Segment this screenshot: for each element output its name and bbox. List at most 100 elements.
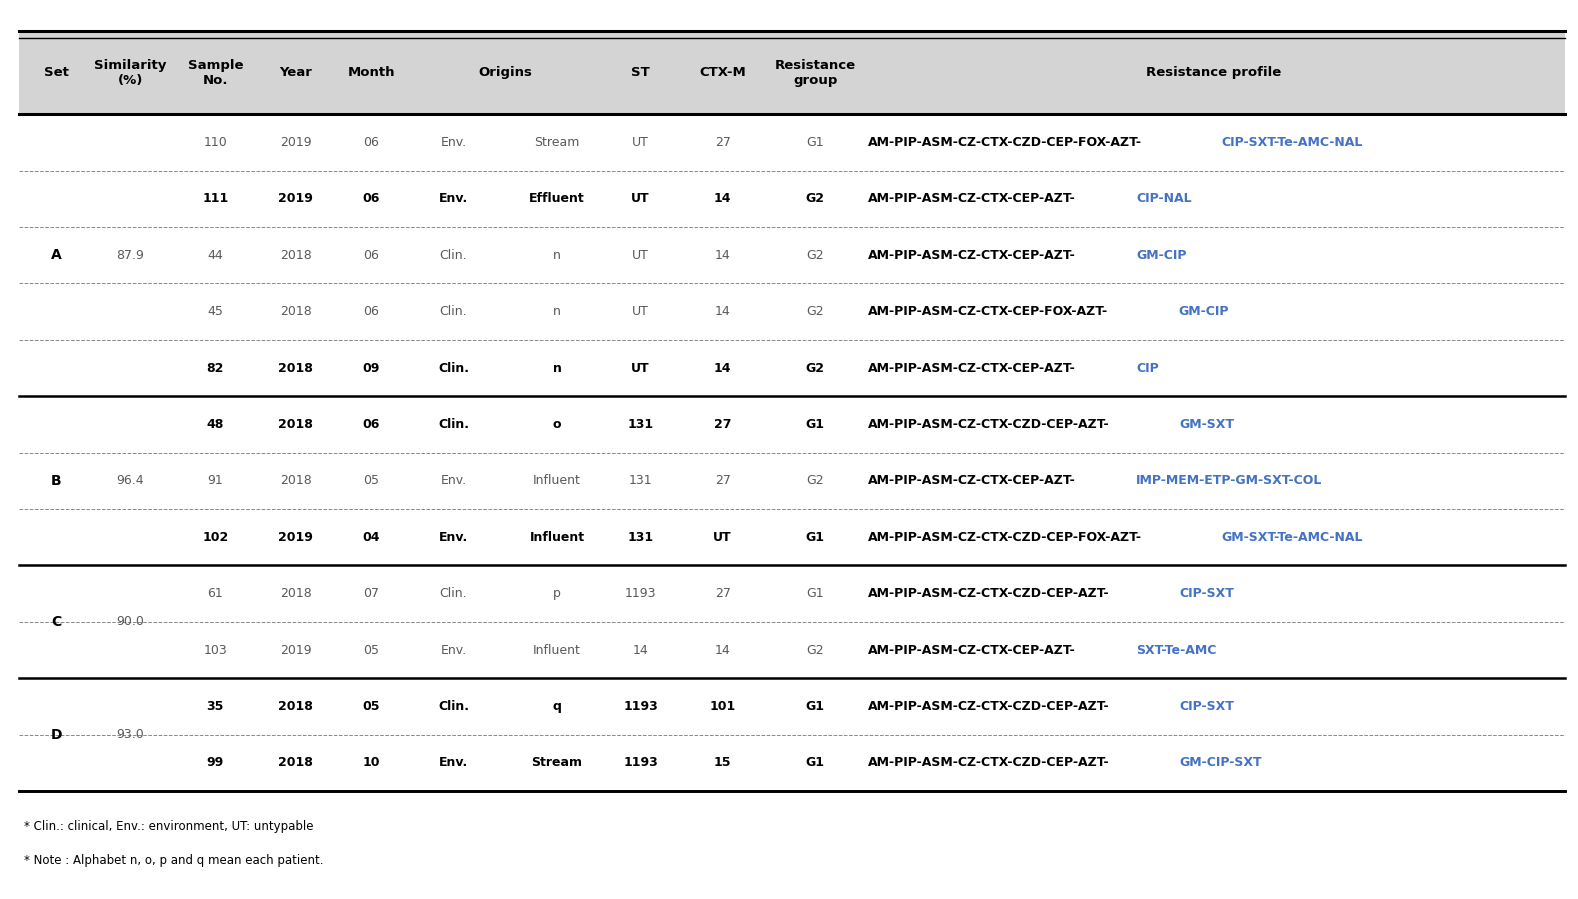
Text: GM-CIP: GM-CIP	[1136, 249, 1187, 262]
Text: Influent: Influent	[533, 644, 581, 656]
Text: G1: G1	[806, 530, 825, 544]
Text: G1: G1	[806, 756, 825, 770]
Text: CIP: CIP	[1136, 361, 1158, 375]
Text: UT: UT	[633, 305, 649, 318]
Text: 2019: 2019	[279, 136, 311, 149]
Text: 04: 04	[363, 530, 380, 544]
Text: 1193: 1193	[625, 587, 656, 601]
Text: 48: 48	[207, 418, 224, 431]
Text: 2018: 2018	[278, 756, 312, 770]
Text: 2018: 2018	[279, 587, 311, 601]
Text: 27: 27	[715, 587, 731, 601]
Text: G2: G2	[806, 249, 824, 262]
Text: Clin.: Clin.	[440, 305, 467, 318]
Text: Stream: Stream	[532, 756, 582, 770]
Text: 06: 06	[363, 305, 379, 318]
Text: GM-CIP-SXT: GM-CIP-SXT	[1180, 756, 1262, 770]
Text: Year: Year	[279, 67, 312, 79]
Text: 2019: 2019	[278, 530, 312, 544]
Text: 61: 61	[207, 587, 222, 601]
Text: Env.: Env.	[440, 644, 467, 656]
Text: 27: 27	[713, 418, 731, 431]
Text: Sample
No.: Sample No.	[188, 58, 243, 87]
Text: 2018: 2018	[279, 305, 311, 318]
Text: AM-PIP-ASM-CZ-CTX-CEP-AZT-: AM-PIP-ASM-CZ-CTX-CEP-AZT-	[868, 361, 1076, 375]
Text: 2018: 2018	[279, 475, 311, 487]
Text: 05: 05	[363, 700, 380, 713]
Text: G2: G2	[806, 192, 825, 205]
Text: Influent: Influent	[530, 530, 585, 544]
Text: 2018: 2018	[279, 249, 311, 262]
Text: 05: 05	[363, 475, 380, 487]
Text: CTX-M: CTX-M	[699, 67, 746, 79]
Text: AM-PIP-ASM-CZ-CTX-CZD-CEP-FOX-AZT-: AM-PIP-ASM-CZ-CTX-CZD-CEP-FOX-AZT-	[868, 136, 1142, 149]
Text: 44: 44	[207, 249, 222, 262]
Text: G2: G2	[806, 475, 824, 487]
Text: 82: 82	[207, 361, 224, 375]
Text: 131: 131	[628, 530, 653, 544]
Text: Set: Set	[44, 67, 68, 79]
Text: 91: 91	[207, 475, 222, 487]
Text: 2018: 2018	[278, 418, 312, 431]
Text: 2018: 2018	[278, 361, 312, 375]
Text: AM-PIP-ASM-CZ-CTX-CEP-AZT-: AM-PIP-ASM-CZ-CTX-CEP-AZT-	[868, 249, 1076, 262]
Text: C: C	[50, 615, 62, 629]
Text: 101: 101	[710, 700, 735, 713]
Text: 14: 14	[633, 644, 649, 656]
Text: GM-SXT: GM-SXT	[1180, 418, 1236, 431]
Text: Clin.: Clin.	[439, 700, 469, 713]
Text: B: B	[50, 474, 62, 488]
Text: Effluent: Effluent	[529, 192, 585, 205]
Text: 27: 27	[715, 136, 731, 149]
Text: Similarity
(%): Similarity (%)	[95, 58, 166, 87]
Text: UT: UT	[633, 249, 649, 262]
Text: 06: 06	[363, 249, 379, 262]
Text: p: p	[554, 587, 562, 601]
Text: 14: 14	[715, 249, 731, 262]
Text: CIP-SXT-Te-AMC-NAL: CIP-SXT-Te-AMC-NAL	[1221, 136, 1363, 149]
Text: AM-PIP-ASM-CZ-CTX-CZD-CEP-AZT-: AM-PIP-ASM-CZ-CTX-CZD-CEP-AZT-	[868, 587, 1109, 601]
Text: Env.: Env.	[440, 475, 467, 487]
Text: SXT-Te-AMC: SXT-Te-AMC	[1136, 644, 1217, 656]
Text: * Clin.: clinical, Env.: environment, UT: untypable: * Clin.: clinical, Env.: environment, UT…	[24, 820, 312, 832]
Text: ST: ST	[631, 67, 650, 79]
Text: Influent: Influent	[533, 475, 581, 487]
Text: UT: UT	[713, 530, 732, 544]
Text: 96.4: 96.4	[117, 475, 144, 487]
Text: 110: 110	[204, 136, 227, 149]
Text: G2: G2	[806, 644, 824, 656]
Text: 07: 07	[363, 587, 380, 601]
Text: Resistance
group: Resistance group	[775, 58, 855, 87]
Text: GM-SXT-Te-AMC-NAL: GM-SXT-Te-AMC-NAL	[1221, 530, 1363, 544]
Text: Env.: Env.	[439, 756, 469, 770]
Text: CIP-SXT: CIP-SXT	[1180, 700, 1234, 713]
Text: G2: G2	[806, 305, 824, 318]
Text: CIP-SXT: CIP-SXT	[1180, 587, 1234, 601]
Text: 14: 14	[715, 305, 731, 318]
Text: 06: 06	[363, 192, 380, 205]
Bar	[19, 31, 1565, 114]
Text: Clin.: Clin.	[440, 249, 467, 262]
Text: G1: G1	[806, 418, 825, 431]
Text: 131: 131	[628, 475, 652, 487]
Text: 111: 111	[202, 192, 229, 205]
Text: o: o	[552, 418, 562, 431]
Text: Resistance profile: Resistance profile	[1146, 67, 1281, 79]
Text: AM-PIP-ASM-CZ-CTX-CEP-AZT-: AM-PIP-ASM-CZ-CTX-CEP-AZT-	[868, 192, 1076, 205]
Text: 09: 09	[363, 361, 380, 375]
Text: Clin.: Clin.	[439, 361, 469, 375]
Text: 103: 103	[204, 644, 227, 656]
Text: 131: 131	[628, 418, 653, 431]
Text: IMP-MEM-ETP-GM-SXT-COL: IMP-MEM-ETP-GM-SXT-COL	[1136, 475, 1322, 487]
Text: 27: 27	[715, 475, 731, 487]
Text: Env.: Env.	[440, 136, 467, 149]
Text: n: n	[552, 361, 562, 375]
Text: AM-PIP-ASM-CZ-CTX-CZD-CEP-FOX-AZT-: AM-PIP-ASM-CZ-CTX-CZD-CEP-FOX-AZT-	[868, 530, 1142, 544]
Text: UT: UT	[631, 361, 650, 375]
Text: 93.0: 93.0	[117, 728, 144, 741]
Text: 45: 45	[207, 305, 222, 318]
Text: G1: G1	[806, 136, 824, 149]
Text: n: n	[554, 305, 562, 318]
Text: 35: 35	[207, 700, 224, 713]
Text: AM-PIP-ASM-CZ-CTX-CZD-CEP-AZT-: AM-PIP-ASM-CZ-CTX-CZD-CEP-AZT-	[868, 756, 1109, 770]
